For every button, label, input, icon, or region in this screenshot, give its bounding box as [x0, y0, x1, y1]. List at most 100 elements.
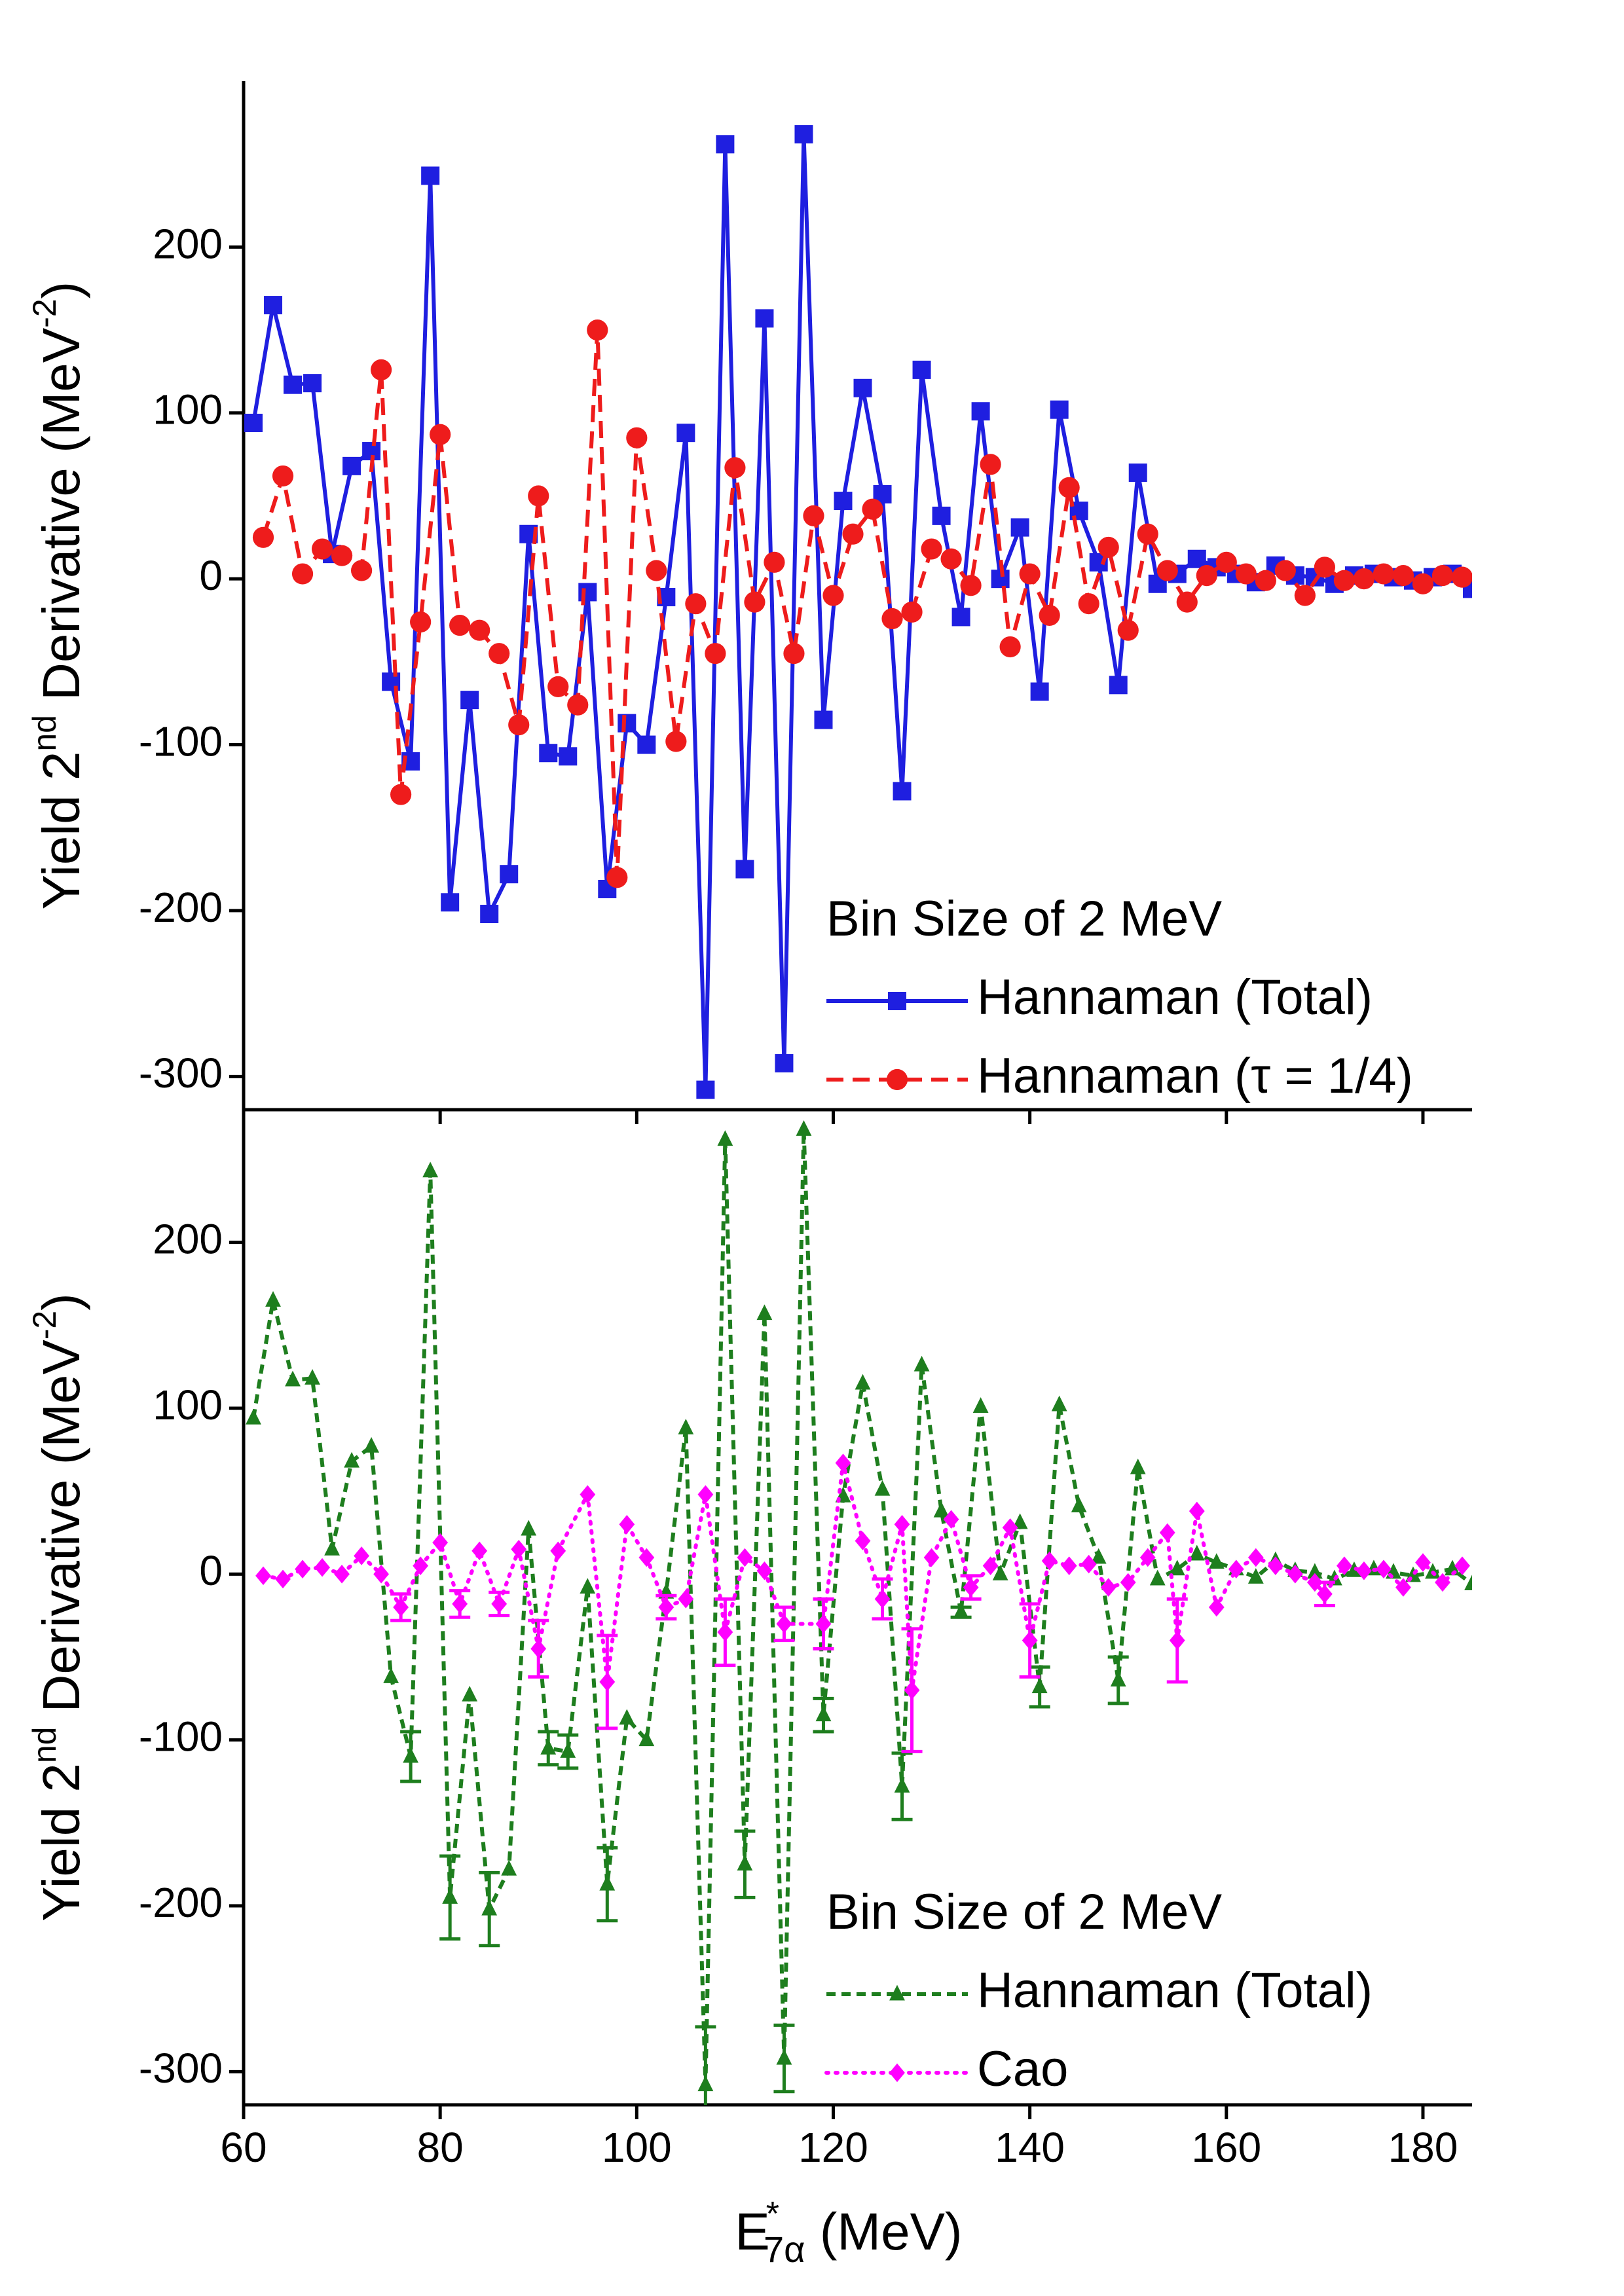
data-point	[1333, 570, 1355, 591]
y-axis-label-part: )	[32, 1293, 90, 1311]
data-point	[1208, 1597, 1225, 1617]
data-point	[1247, 1568, 1264, 1584]
data-point	[1159, 1523, 1175, 1542]
data-point	[744, 591, 766, 613]
data-point	[678, 1419, 694, 1434]
x-tick-label: 180	[1388, 2124, 1458, 2171]
data-point	[1019, 563, 1041, 585]
data-point	[1376, 1559, 1392, 1579]
data-point	[1189, 1544, 1205, 1561]
data-point	[489, 643, 510, 665]
data-point	[822, 585, 844, 606]
data-point	[559, 747, 578, 766]
data-point	[1412, 573, 1434, 594]
data-point	[1058, 477, 1080, 498]
data-point	[874, 1590, 891, 1609]
data-point	[371, 359, 392, 380]
legend-title: Bin Size of 2 MeV	[826, 891, 1222, 947]
y-tick-label: 100	[153, 386, 223, 433]
data-point	[291, 563, 314, 585]
data-point	[972, 1397, 989, 1413]
x-tick-label: 60	[220, 2124, 267, 2171]
data-point	[717, 1130, 733, 1146]
y-tick-label: -100	[139, 718, 223, 765]
data-point	[638, 1548, 655, 1567]
data-point	[311, 538, 333, 560]
legend-marker	[889, 1984, 905, 2001]
data-point	[697, 1485, 714, 1504]
legend-marker	[889, 2063, 905, 2083]
data-point	[1022, 1631, 1038, 1650]
data-point	[373, 1565, 390, 1584]
y-tick-label: -200	[139, 884, 223, 931]
data-point	[275, 1569, 291, 1589]
data-point	[835, 1453, 851, 1472]
data-point	[1050, 400, 1069, 419]
y-axis-label-part: Yield 2	[32, 752, 90, 910]
data-point	[705, 643, 726, 665]
data-point	[295, 1559, 310, 1579]
data-point	[1431, 564, 1454, 587]
data-point	[894, 1777, 910, 1793]
data-point	[1235, 563, 1257, 585]
data-point	[963, 1578, 979, 1597]
data-point	[814, 710, 833, 729]
y-tick-label: -300	[139, 1049, 223, 1097]
x-tick-label: 140	[995, 2124, 1065, 2171]
data-point	[383, 1667, 399, 1683]
x-tick-label: 160	[1191, 2124, 1261, 2171]
data-point	[755, 309, 774, 328]
data-point	[1187, 549, 1206, 568]
data-point	[1071, 1497, 1087, 1512]
data-point	[528, 485, 549, 507]
data-point	[255, 1566, 271, 1586]
data-point	[441, 893, 460, 912]
data-point	[756, 1561, 773, 1580]
data-point	[1306, 1573, 1323, 1592]
data-point	[1287, 1565, 1303, 1584]
data-point	[815, 1614, 832, 1633]
data-point	[717, 1622, 733, 1642]
data-point	[737, 1548, 753, 1567]
data-point	[285, 1370, 301, 1387]
data-point	[1336, 1556, 1352, 1575]
data-point	[1316, 1584, 1333, 1604]
y-tick-label: 100	[153, 1381, 223, 1429]
y-axis-label: Yield 2nd Derivative (MeV-2)	[26, 1293, 90, 1922]
data-point	[794, 125, 813, 144]
data-point	[580, 1485, 596, 1504]
y-tick-label: 0	[199, 1547, 223, 1594]
data-point	[1051, 1395, 1067, 1412]
data-point	[1189, 1501, 1205, 1521]
data-point	[342, 456, 361, 475]
x-axis-label-part: (MeV)	[805, 2202, 963, 2261]
data-point	[547, 676, 569, 697]
data-point	[913, 1355, 930, 1372]
data-point	[646, 560, 667, 581]
data-point	[874, 1480, 891, 1496]
data-point	[855, 1531, 871, 1550]
data-point	[442, 1888, 458, 1904]
data-point	[1010, 518, 1029, 537]
data-point	[1109, 676, 1128, 695]
data-point	[606, 867, 628, 888]
y-tick-label: -100	[139, 1713, 223, 1760]
data-point	[658, 1597, 674, 1617]
legend-marker	[888, 992, 906, 1010]
data-point	[618, 714, 637, 733]
data-point	[737, 1855, 753, 1871]
data-point	[1451, 566, 1472, 588]
data-point	[894, 1515, 910, 1534]
data-point	[626, 427, 648, 448]
data-point	[834, 492, 853, 511]
data-point	[1117, 619, 1139, 641]
data-point	[796, 1120, 812, 1136]
data-point	[1061, 1556, 1077, 1575]
data-point	[481, 1899, 498, 1916]
data-point	[685, 593, 707, 615]
data-point	[1120, 1573, 1136, 1592]
data-point	[921, 538, 942, 560]
data-point	[480, 905, 499, 924]
data-point	[1130, 1458, 1146, 1474]
data-point	[756, 1304, 773, 1321]
